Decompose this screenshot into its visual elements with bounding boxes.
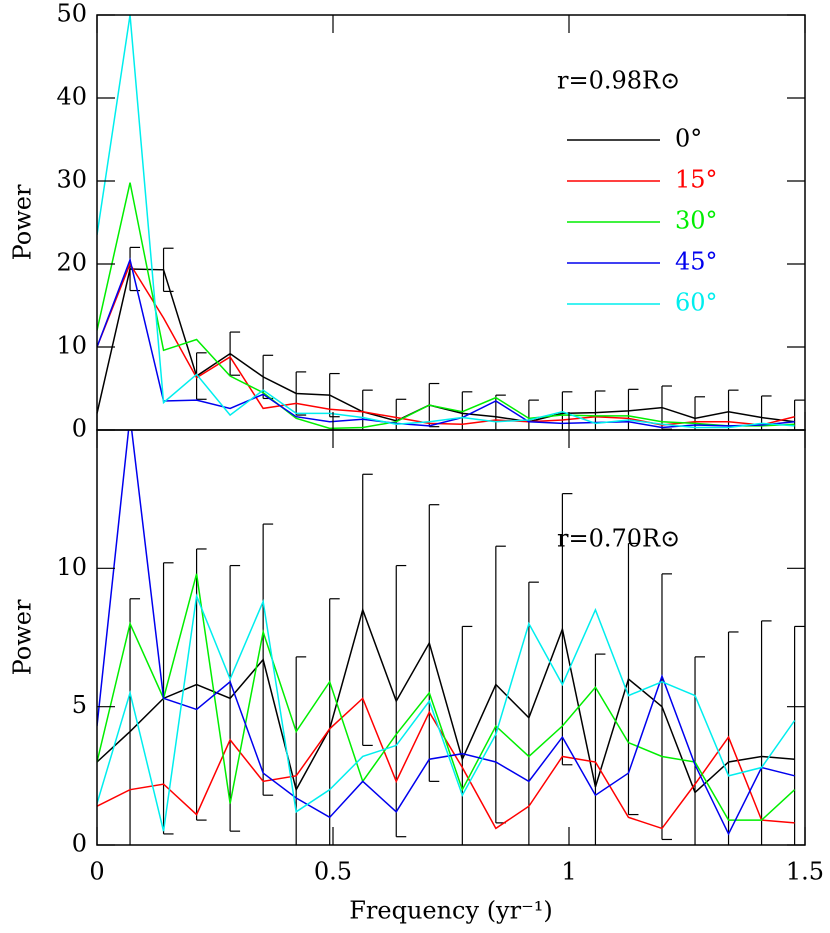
y-axis-label: Power [9,599,37,675]
y-tick-label: 10 [56,553,87,581]
legend-label: 45° [675,248,718,276]
y-tick-label: 50 [56,0,87,28]
x-tick-label: 1.5 [786,858,824,886]
y-tick-label: 0 [72,830,87,858]
x-tick-label: 0 [89,858,104,886]
series-line [97,15,795,429]
legend-label: 0° [675,125,702,153]
y-axis-label: Power [9,184,37,260]
plot-frame [96,429,806,846]
plot-area [97,15,805,430]
series-line [97,182,795,430]
series-line [97,268,795,423]
annotation: r=0.98R⊙ [557,67,680,95]
x-tick-label: 1 [561,858,576,886]
series-line [97,607,795,794]
y-tick-label: 0 [72,415,87,443]
y-tick-label: 10 [56,332,87,360]
series-line [97,697,795,830]
legend-label: 15° [675,166,718,194]
series-line [97,262,795,426]
y-tick-label: 40 [56,83,87,111]
legend-label: 30° [675,207,718,235]
x-axis-label: Frequency (yr⁻¹) [349,897,552,925]
x-tick-label: 0.5 [314,858,352,886]
series-line [97,593,796,832]
y-tick-label: 5 [72,691,87,719]
series-line [97,430,795,836]
y-tick-label: 30 [56,166,87,194]
annotation: r=0.70R⊙ [557,525,680,553]
y-tick-label: 20 [56,249,87,277]
legend-label: 60° [675,289,718,317]
plot-area [97,430,805,845]
series-line [97,257,795,429]
series-line [97,573,796,821]
